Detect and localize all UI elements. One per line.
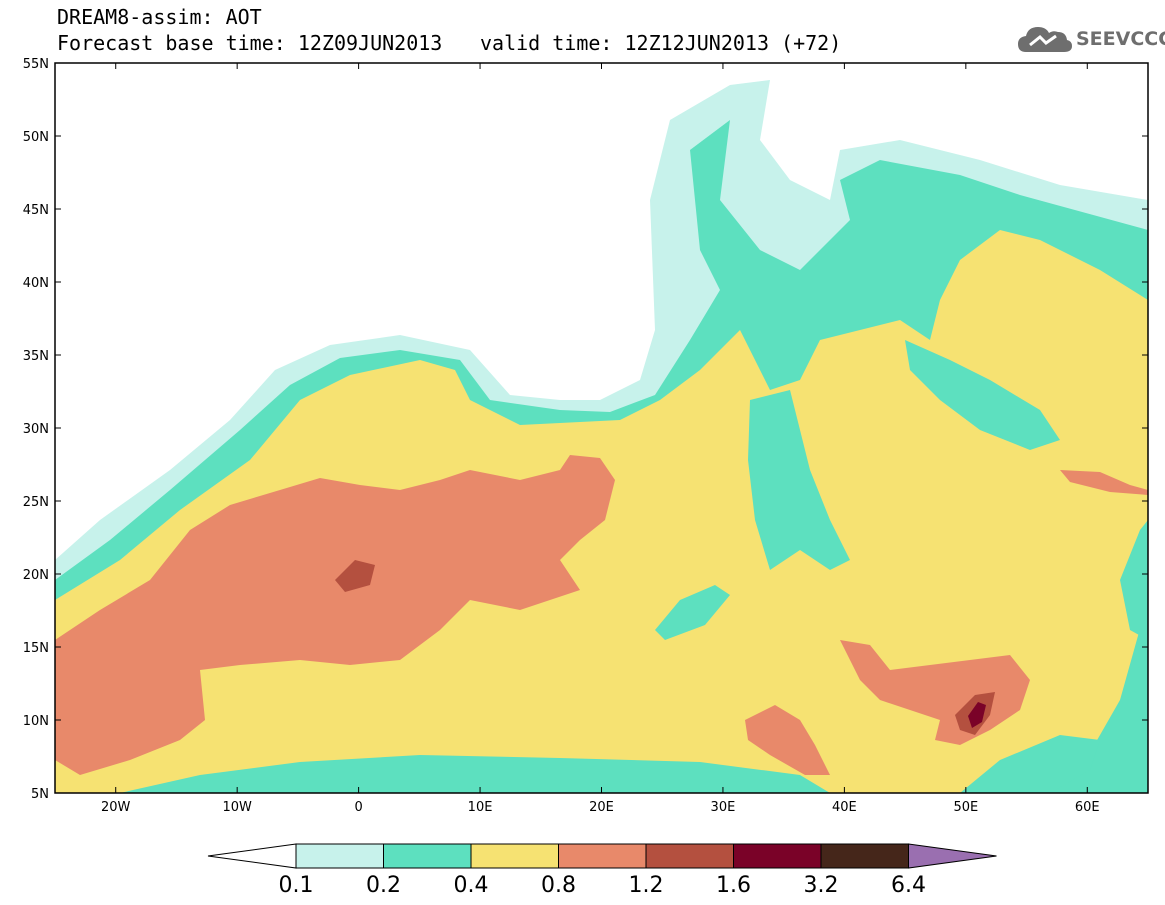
forecast-base-time: Forecast base time: 12Z09JUN2013 bbox=[57, 31, 443, 55]
lat-label: 50N bbox=[23, 130, 49, 145]
colorbar-swatch bbox=[470, 843, 559, 869]
colorbar-high-arrow bbox=[908, 843, 997, 869]
aot-1.6-somalia-peak bbox=[968, 702, 986, 728]
lon-label: 10W bbox=[222, 800, 252, 815]
colorbar-label: 0.2 bbox=[366, 873, 401, 898]
colorbar-swatch bbox=[558, 843, 647, 869]
lat-label: 40N bbox=[23, 276, 49, 291]
lat-label: 35N bbox=[23, 349, 49, 364]
lon-label: 20E bbox=[589, 800, 614, 815]
colorbar-label: 0.8 bbox=[541, 873, 576, 898]
lat-label: 25N bbox=[23, 495, 49, 510]
colorbar-label: 0.1 bbox=[279, 873, 314, 898]
lon-label: 20W bbox=[101, 800, 131, 815]
lon-label: 40E bbox=[832, 800, 857, 815]
lon-ticks: 20W 10W 0 10E 20E 30E 40E 50E 60E bbox=[101, 63, 1100, 815]
map-title: DREAM8-assim: AOT bbox=[57, 5, 262, 29]
lat-label: 55N bbox=[23, 57, 49, 72]
lat-label: 15N bbox=[23, 641, 49, 656]
colorbar-swatch bbox=[820, 843, 909, 869]
lat-label: 20N bbox=[23, 568, 49, 583]
lon-label: 10E bbox=[468, 800, 493, 815]
aot-0.2-zagros-region bbox=[905, 340, 1060, 450]
colorbar-label: 6.4 bbox=[891, 873, 926, 898]
lat-label: 45N bbox=[23, 203, 49, 218]
aot-0.8-sahara-region bbox=[55, 455, 615, 775]
seevccc-logo: SEEVCCC bbox=[1016, 22, 1165, 58]
aot-0.2-nile-region bbox=[748, 390, 850, 570]
lat-ticks: 5N 10N 15N 20N 25N 30N 35N 40N 45N 50N 55N bbox=[23, 57, 1148, 802]
aot-0.2-sudan-patch bbox=[655, 585, 730, 640]
lat-label: 5N bbox=[31, 787, 49, 802]
colorbar-label: 1.6 bbox=[716, 873, 751, 898]
aot-1.2-mali-core bbox=[335, 560, 375, 592]
lon-label: 50E bbox=[953, 800, 978, 815]
aot-colorbar: 0.1 0.2 0.4 0.8 1.2 1.6 3.2 6.4 bbox=[207, 843, 997, 898]
colorbar-low-arrow bbox=[207, 843, 297, 869]
lon-label: 60E bbox=[1075, 800, 1100, 815]
colorbar-swatch bbox=[733, 843, 822, 869]
logo-text: SEEVCCC bbox=[1076, 28, 1165, 50]
aot-0.2-arabian-sea bbox=[1120, 520, 1148, 640]
colorbar-label: 3.2 bbox=[804, 873, 839, 898]
aot-0.8-ethiopia-region bbox=[745, 705, 830, 775]
lon-label: 30E bbox=[711, 800, 736, 815]
colorbar-swatch bbox=[383, 843, 472, 869]
lon-label: 0 bbox=[354, 800, 362, 815]
aot-0.2-south-band bbox=[120, 755, 830, 793]
aot-0.8-iran-streak bbox=[1060, 470, 1148, 495]
lat-label: 30N bbox=[23, 422, 49, 437]
aot-0.2-east-africa bbox=[960, 735, 1100, 793]
colorbar-swatch bbox=[645, 843, 734, 869]
valid-time: valid time: 12Z12JUN2013 (+72) bbox=[480, 31, 842, 55]
cloud-icon bbox=[1018, 27, 1072, 52]
lat-label: 10N bbox=[23, 714, 49, 729]
colorbar-swatch bbox=[295, 843, 384, 869]
colorbar-label: 1.2 bbox=[629, 873, 664, 898]
colorbar-label: 0.4 bbox=[454, 873, 489, 898]
